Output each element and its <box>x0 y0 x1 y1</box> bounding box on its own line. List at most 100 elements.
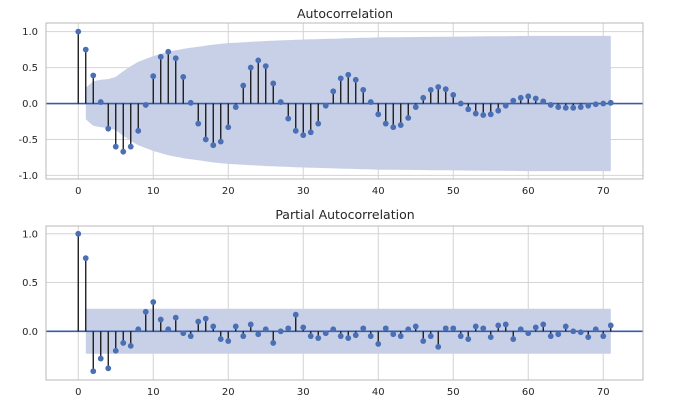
acf-point-lag-44 <box>405 114 412 121</box>
pacf-point-lag-63 <box>547 333 554 340</box>
pacf-point-lag-19 <box>217 336 224 342</box>
pacf-point-lag-71 <box>607 322 614 329</box>
acf-point-lag-54 <box>480 112 487 118</box>
acf-point-lag-14 <box>180 74 187 80</box>
pacf-x-tick-label: 10 <box>147 387 160 398</box>
acf-point-lag-47 <box>427 86 434 93</box>
pacf-point-lag-61 <box>532 324 539 331</box>
acf-point-lag-38 <box>360 86 367 93</box>
pacf-point-lag-13 <box>172 314 179 321</box>
pacf-point-lag-33 <box>322 330 329 337</box>
acf-point-lag-30 <box>300 132 307 139</box>
pacf-point-lag-6 <box>120 340 127 346</box>
pacf-point-lag-12 <box>165 326 172 333</box>
acf-point-lag-46 <box>420 94 427 101</box>
acf-point-lag-2 <box>90 72 97 79</box>
acf-point-lag-65 <box>562 104 569 111</box>
acf-point-lag-59 <box>517 94 524 101</box>
pacf-point-lag-55 <box>487 334 494 341</box>
pacf-point-lag-1 <box>82 255 89 262</box>
acf-point-lag-15 <box>187 99 194 106</box>
acf-x-tick-label: 40 <box>372 186 385 197</box>
pacf-title: Partial Autocorrelation <box>275 207 414 222</box>
pacf-point-lag-64 <box>555 331 562 338</box>
pacf-plot: Partial Autocorrelation 0 10 20 30 40 50 60 70 1… <box>22 207 644 398</box>
acf-point-lag-3 <box>97 99 104 105</box>
acf-y-tick-label: -0.5 <box>18 135 38 146</box>
acf-point-lag-41 <box>382 120 389 127</box>
pacf-point-lag-22 <box>240 333 247 340</box>
pacf-point-lag-69 <box>592 326 599 333</box>
pacf-point-lag-45 <box>412 323 419 330</box>
acf-point-lag-66 <box>570 104 577 111</box>
pacf-point-lag-18 <box>210 323 217 330</box>
pacf-point-lag-46 <box>420 338 427 344</box>
acf-point-lag-67 <box>577 104 584 111</box>
pacf-point-lag-42 <box>390 331 397 338</box>
acf-point-lag-1 <box>82 46 89 53</box>
acf-point-lag-50 <box>450 91 457 98</box>
acf-point-lag-13 <box>172 55 179 62</box>
acf-point-lag-21 <box>232 104 239 111</box>
pacf-point-lag-51 <box>457 333 464 340</box>
acf-point-lag-71 <box>607 99 614 106</box>
acf-point-lag-43 <box>397 122 404 128</box>
pacf-point-lag-37 <box>352 332 359 339</box>
acf-x-tick-label: 0 <box>75 186 81 197</box>
acf-point-lag-10 <box>150 73 157 80</box>
acf-point-lag-0 <box>75 28 82 35</box>
acf-point-lag-16 <box>195 120 202 127</box>
acf-point-lag-37 <box>352 76 359 83</box>
pacf-x-tick-label: 20 <box>222 387 235 398</box>
pacf-point-lag-25 <box>262 326 269 333</box>
acf-y-tick-label: 1.0 <box>22 27 38 38</box>
acf-y-tick-label: 0.5 <box>22 63 38 74</box>
pacf-x-tick-label: 0 <box>75 387 81 398</box>
acf-y-tick-label: -1.0 <box>18 171 38 182</box>
acf-point-lag-36 <box>345 71 352 78</box>
pacf-point-lag-32 <box>315 335 322 341</box>
pacf-point-lag-15 <box>187 333 194 340</box>
acf-point-lag-57 <box>502 102 509 109</box>
pacf-point-lag-11 <box>157 316 164 323</box>
pacf-x-tick-label: 40 <box>372 387 385 398</box>
acf-point-lag-51 <box>457 100 464 107</box>
acf-point-lag-26 <box>270 80 277 87</box>
pacf-x-tick-label: 30 <box>297 387 310 398</box>
pacf-plot-area: 0 10 20 30 40 50 60 70 1.0 0.5 0.0 <box>22 225 644 398</box>
acf-point-lag-32 <box>315 120 322 127</box>
pacf-point-lag-7 <box>127 342 134 349</box>
acf-point-lag-8 <box>135 127 142 134</box>
pacf-point-lag-56 <box>495 322 502 329</box>
pacf-point-lag-53 <box>472 323 479 330</box>
pacf-point-lag-57 <box>502 321 509 328</box>
acf-point-lag-64 <box>555 104 562 111</box>
acf-point-lag-49 <box>442 86 449 93</box>
pacf-point-lag-67 <box>577 329 584 336</box>
pacf-point-lag-68 <box>585 334 592 341</box>
pacf-x-tick-label: 60 <box>522 387 535 398</box>
acf-point-lag-18 <box>210 142 217 149</box>
pacf-point-lag-26 <box>270 340 277 346</box>
acf-point-lag-63 <box>547 102 554 108</box>
pacf-point-lag-49 <box>442 325 449 332</box>
acf-x-tick-label: 30 <box>297 186 310 197</box>
pacf-point-lag-40 <box>375 341 382 347</box>
acf-point-lag-60 <box>525 93 532 100</box>
pacf-point-lag-2 <box>90 368 97 375</box>
pacf-point-lag-34 <box>330 326 337 333</box>
acf-point-lag-11 <box>157 53 164 60</box>
acf-point-lag-31 <box>307 129 314 136</box>
pacf-point-lag-54 <box>480 325 487 332</box>
pacf-point-lag-70 <box>600 333 607 340</box>
pacf-point-lag-5 <box>112 347 119 354</box>
pacf-point-lag-14 <box>180 330 187 337</box>
acf-axes-frame <box>45 22 644 180</box>
acf-x-tick-label: 50 <box>447 186 460 197</box>
pacf-point-lag-29 <box>292 311 299 318</box>
pacf-point-lag-23 <box>247 321 254 328</box>
acf-point-lag-20 <box>225 124 232 131</box>
pacf-point-lag-3 <box>97 355 104 362</box>
pacf-y-tick-label: 0.0 <box>22 327 38 338</box>
acf-point-lag-34 <box>330 88 337 95</box>
